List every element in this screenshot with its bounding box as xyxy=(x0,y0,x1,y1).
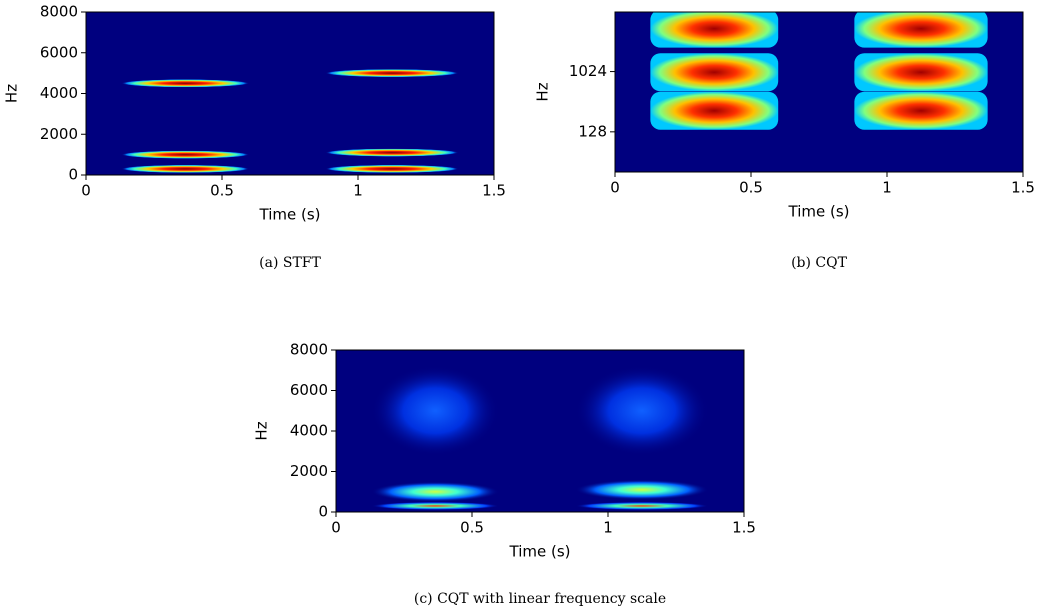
x-tick-label: 0 xyxy=(331,519,341,537)
y-tick-label: 8000 xyxy=(40,3,78,21)
blob xyxy=(575,501,709,510)
y-axis-label: Hz xyxy=(253,421,271,440)
plot-background xyxy=(86,12,494,175)
caption: (b) CQT xyxy=(791,255,848,271)
y-tick-label: 0 xyxy=(318,503,328,521)
y-tick-label: 0 xyxy=(68,166,78,184)
x-tick-label: 1 xyxy=(882,179,892,197)
blob xyxy=(121,79,250,88)
blob xyxy=(371,501,500,510)
x-tick-label: 0.5 xyxy=(210,182,234,200)
y-tick-label: 128 xyxy=(578,122,607,140)
x-tick-label: 1.5 xyxy=(1011,179,1035,197)
y-tick-label: 8000 xyxy=(290,341,328,359)
blob xyxy=(575,365,709,456)
blob xyxy=(854,91,988,130)
x-tick-label: 0 xyxy=(610,179,620,197)
blob xyxy=(650,91,779,130)
plot-frame xyxy=(614,11,1024,173)
x-axis-label: Time (s) xyxy=(788,203,850,221)
x-tick-label: 0 xyxy=(81,182,91,200)
y-tick-label: 4000 xyxy=(290,422,328,440)
blob xyxy=(854,12,988,48)
blob xyxy=(325,148,459,157)
blob xyxy=(325,69,459,78)
x-tick-label: 1 xyxy=(353,182,363,200)
blob xyxy=(854,53,988,92)
blob xyxy=(650,12,779,48)
y-tick-label: 2000 xyxy=(40,125,78,143)
blob xyxy=(371,365,500,456)
blob xyxy=(325,164,459,173)
x-tick-label: 1.5 xyxy=(732,519,756,537)
x-axis-label: Time (s) xyxy=(509,543,571,561)
x-axis-label: Time (s) xyxy=(259,206,321,224)
x-tick-label: 1 xyxy=(603,519,613,537)
x-tick-label: 1.5 xyxy=(482,182,506,200)
blob xyxy=(575,479,709,500)
blob xyxy=(371,481,500,502)
y-tick-label: 4000 xyxy=(40,84,78,102)
y-axis-label: Hz xyxy=(3,84,21,103)
y-tick-label: 6000 xyxy=(40,43,78,61)
y-axis-label: Hz xyxy=(534,82,552,101)
y-tick-label: 2000 xyxy=(290,462,328,480)
blob xyxy=(121,164,250,173)
blob xyxy=(650,53,779,92)
y-tick-label: 6000 xyxy=(290,381,328,399)
caption: (c) CQT with linear frequency scale xyxy=(414,591,666,607)
y-tick-label: 1024 xyxy=(569,62,607,80)
blob xyxy=(121,150,250,159)
caption: (a) STFT xyxy=(259,255,321,271)
x-tick-label: 0.5 xyxy=(460,519,484,537)
x-tick-label: 0.5 xyxy=(739,179,763,197)
